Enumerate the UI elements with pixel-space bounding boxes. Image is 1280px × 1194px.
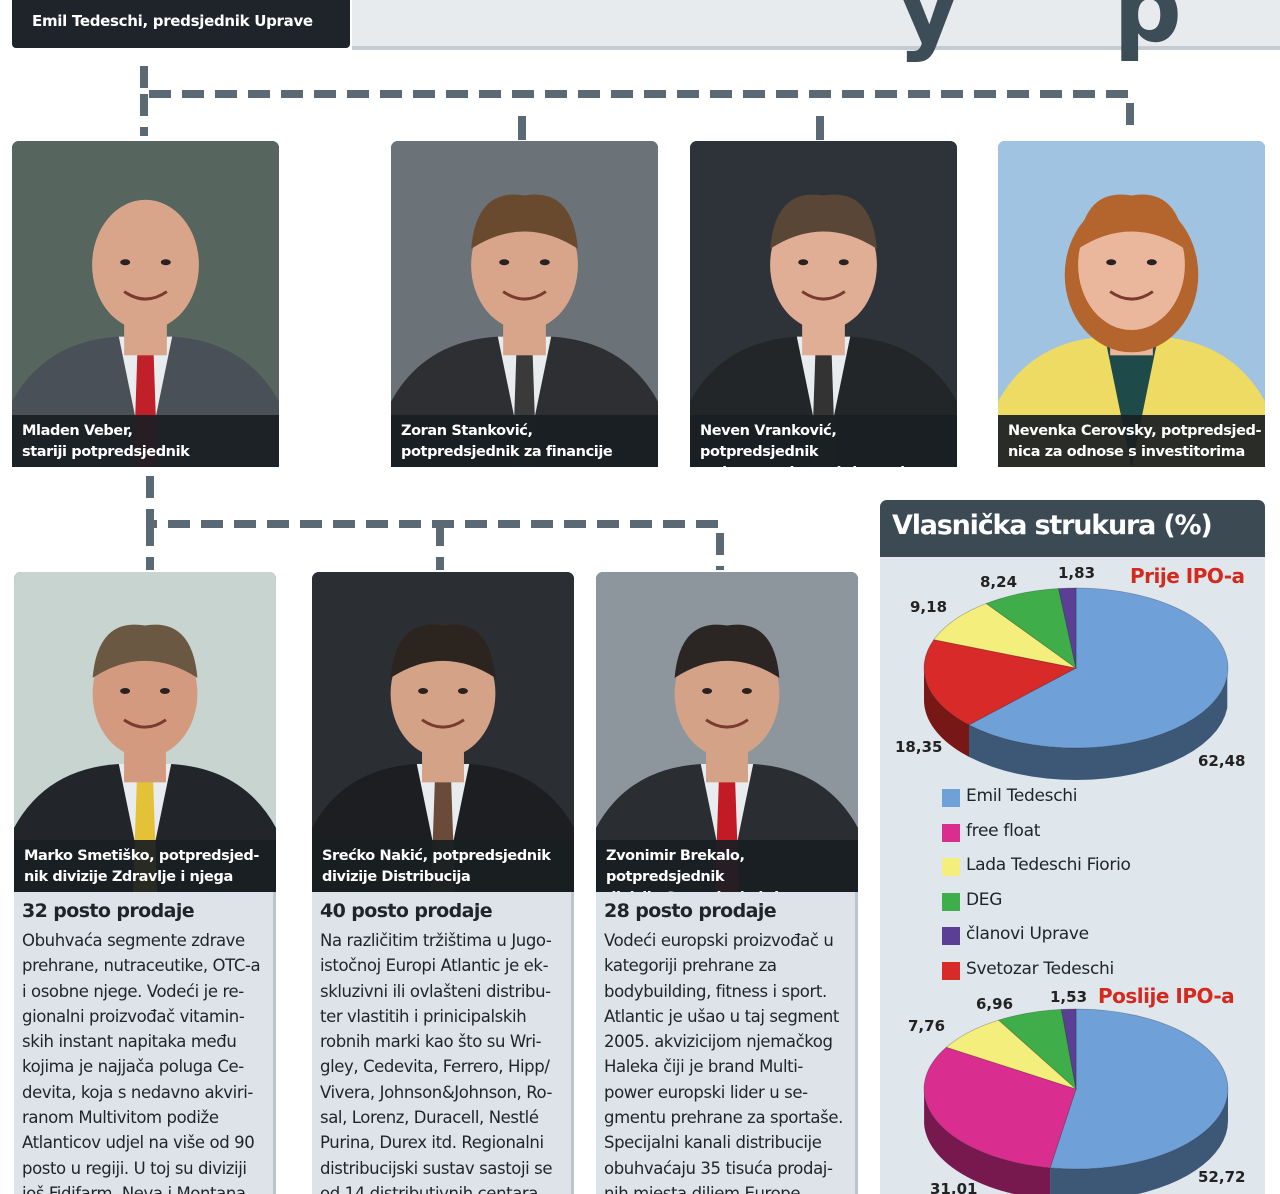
legend-label: članovi Uprave: [966, 924, 1089, 945]
pie-side-wall: [924, 668, 969, 757]
pie-side-wall: [1050, 1089, 1228, 1194]
pie-side-wall: [968, 675, 1228, 780]
pie-slice: [923, 639, 1078, 726]
legend-swatch: [942, 789, 960, 807]
legend-swatch: [942, 858, 960, 877]
pie-slice: [968, 587, 1229, 749]
legend-label: Lada Tedeschi Fiorio: [966, 855, 1131, 876]
division-head-caption: Marko Smetiško, potpredsjed- nik divizij…: [14, 840, 276, 892]
division-share-title: 40 posto prodaje: [320, 900, 493, 922]
board-member-card-2: Neven Vranković, potpredsjednik za korpo…: [690, 141, 957, 467]
pie-slice-label: 1,83: [1058, 564, 1096, 582]
pie-slice-label: 31,01: [930, 1180, 978, 1194]
division-description: Vodeći europski proizvođač u kategoriji …: [604, 931, 843, 1194]
pie-slice: [945, 1019, 1077, 1090]
legend-label: free float: [966, 820, 1041, 841]
pie-before-title: Prije IPO-a: [1130, 564, 1245, 588]
legend-label: DEG: [966, 889, 1003, 910]
division-text-column: 40 posto prodaje Na različitim tržištima …: [312, 892, 574, 1194]
division-share-title: 28 posto prodaje: [604, 900, 777, 922]
board-member-caption: Nevenka Cerovsky, potpredsjed- nica za o…: [998, 415, 1265, 467]
ownership-panel-header: Vlasnička strukura (%): [880, 500, 1265, 557]
division-head-caption: Srećko Nakić, potpredsjednik divizije Di…: [312, 840, 574, 892]
pie-side-wall: [924, 1091, 1051, 1194]
division-head-card-1: Srećko Nakić, potpredsjednik divizije Di…: [312, 572, 574, 892]
ceo-caption-bar: [12, 0, 350, 48]
connector-veber-divisions: [146, 476, 724, 570]
pie-slice-label: 18,35: [895, 738, 943, 756]
pie-slice: [923, 1046, 1077, 1169]
pie-slice-label: 9,18: [910, 598, 948, 616]
legend-label: Emil Tedeschi: [966, 786, 1078, 806]
pie-slice-label: 8,24: [980, 573, 1018, 591]
legend-label: Svetozar Tedeschi: [966, 959, 1114, 979]
board-member-card-0: Mladen Veber, stariji potpredsjednik: [12, 141, 279, 467]
pie-slice: [985, 588, 1077, 669]
header-strip: [352, 0, 1280, 50]
division-head-card-0: Marko Smetiško, potpredsjed- nik divizij…: [14, 572, 276, 892]
division-head-caption: Zvonimir Brekalo, potpredsjednik divizij…: [596, 840, 858, 892]
ownership-panel-title: Vlasnička strukura (%): [892, 510, 1213, 541]
legend-swatch: [942, 927, 960, 946]
ceo-caption: Emil Tedeschi, predsjednik Uprave: [32, 12, 313, 30]
board-member-card-3: Nevenka Cerovsky, potpredsjed- nica za o…: [998, 141, 1265, 467]
pie-slice-label: 7,76: [908, 1017, 946, 1035]
ownership-pies: [923, 587, 1229, 1194]
division-text-column: 28 posto prodaje Vodeći europski proizvođ…: [596, 892, 858, 1194]
pie-slice-label: 6,96: [976, 995, 1014, 1013]
pie-slice: [1060, 1008, 1077, 1090]
division-share-title: 32 posto prodaje: [22, 900, 195, 922]
division-head-photo: [596, 572, 858, 892]
pie-after-title: Poslije IPO-a: [1098, 984, 1235, 1008]
board-member-caption: Zoran Stanković, potpredsjednik za finan…: [391, 415, 658, 467]
legend-swatch: [942, 823, 960, 842]
pie-slice-label: 52,72: [1198, 1168, 1246, 1186]
board-member-caption: Mladen Veber, stariji potpredsjednik: [12, 415, 279, 467]
pie-slice: [997, 1008, 1077, 1091]
board-member-caption: Neven Vranković, potpredsjednik za korpo…: [690, 415, 957, 467]
pie-slice: [1058, 587, 1077, 669]
legend-swatch: [942, 892, 960, 911]
board-member-card-1: Zoran Stanković, potpredsjednik za finan…: [391, 141, 658, 467]
legend-swatch: [942, 962, 960, 980]
pie-slice: [1049, 1008, 1229, 1170]
division-text-column: 32 posto prodaje Obuhvaća segmente zdrave…: [14, 892, 276, 1194]
division-description: Na različitim tržištima u Jugo- istočnoj…: [320, 931, 553, 1194]
division-description: Obuhvaća segmente zdrave prehrane, nutra…: [22, 931, 261, 1194]
pie-slice-label: 1,53: [1050, 988, 1088, 1006]
connector-ceo-board: [140, 66, 1134, 136]
pie-slice: [933, 603, 1077, 669]
title-fragment: y p: [897, 0, 1242, 64]
division-head-card-2: Zvonimir Brekalo, potpredsjednik divizij…: [596, 572, 858, 892]
pie-slice-label: 62,48: [1198, 752, 1246, 770]
ownership-panel: Vlasnička strukura (%) Prije IPO-a Posli…: [880, 500, 1265, 1194]
division-head-photo: [14, 572, 276, 892]
